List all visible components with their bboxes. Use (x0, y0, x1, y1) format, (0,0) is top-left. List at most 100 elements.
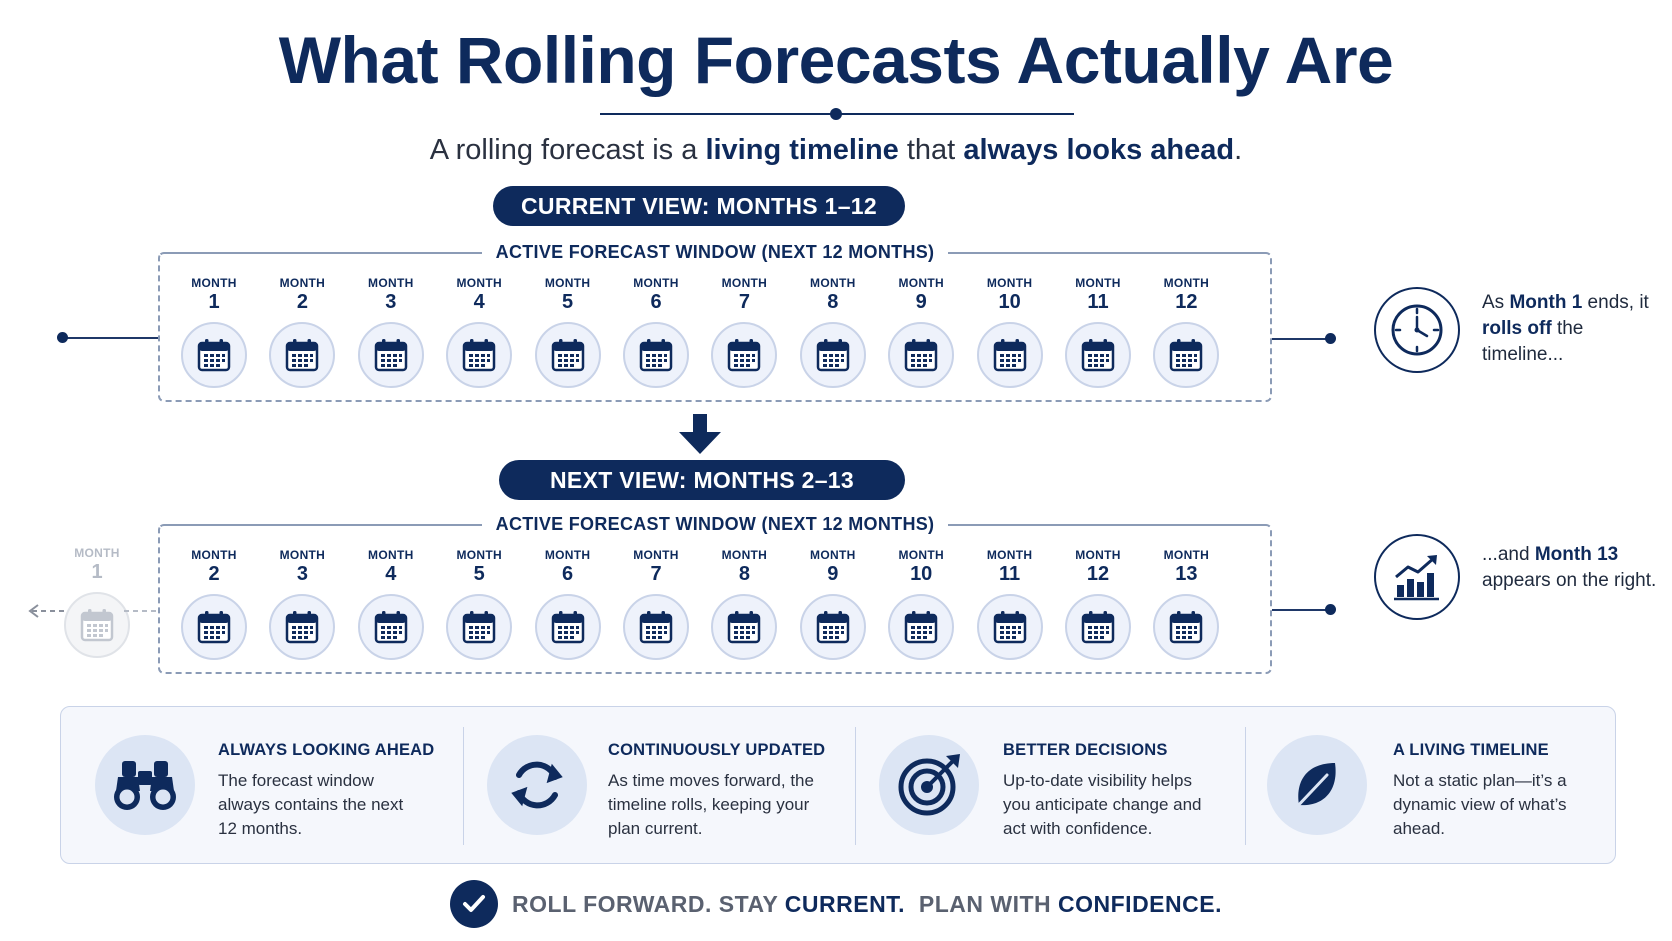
month-number: 12 (1086, 563, 1110, 585)
down-arrow-icon (679, 414, 721, 454)
calendar-badge (976, 594, 1043, 660)
title-divider-dot (830, 108, 842, 120)
checkmark-icon (450, 880, 499, 928)
current-window-label: ACTIVE FORECAST WINDOW (NEXT 12 MONTHS) (160, 242, 1270, 263)
calendar-icon (196, 609, 232, 645)
feature-description: Not a static plan—it’s a dynamic view of… (1393, 771, 1567, 838)
month-9: MONTH 9 (793, 548, 873, 660)
month-number: 13 (1175, 563, 1198, 585)
month-word: MONTH (633, 548, 679, 562)
month-word: MONTH (544, 548, 591, 562)
calendar-badge (181, 594, 247, 660)
month-5: MONTH 5 (528, 276, 608, 388)
roll-off-arrow-icon (28, 604, 158, 618)
month-word: MONTH (898, 548, 944, 562)
timeline-dot-right-top (1325, 333, 1336, 344)
feature-living-timeline: A LIVING TIMELINE Not a static plan—it’s… (1245, 707, 1617, 865)
feature-always-looking-ahead: ALWAYS LOOKING AHEAD The forecast window… (61, 707, 459, 865)
footer-text: ROLL FORWARD. STAY CURRENT. PLAN WITH CO… (512, 890, 1222, 917)
month-number: 10 (910, 563, 933, 585)
month-13-appears-note: ...and Month 13 appears on the right. (1482, 544, 1657, 591)
calendar-icon (284, 337, 320, 373)
month-4: MONTH 4 (439, 276, 519, 388)
month-word: MONTH (721, 548, 768, 562)
month-word: MONTH (1163, 548, 1210, 562)
feature-title: ALWAYS LOOKING AHEAD (218, 741, 435, 759)
month-8: MONTH 8 (704, 548, 784, 660)
month-number: 8 (738, 563, 750, 585)
feature-description: Up-to-date visibility helps you anticipa… (1003, 771, 1202, 838)
growth-chart-icon (1374, 534, 1460, 620)
next-view-pill: NEXT VIEW: MONTHS 2–13 (499, 460, 905, 500)
calendar-badge (623, 322, 689, 388)
calendar-icon (815, 337, 851, 373)
month-1: MONTH 1 (174, 276, 254, 388)
month-12: MONTH 12 (1146, 276, 1226, 388)
month-number: 7 (738, 291, 750, 313)
month-10: MONTH 10 (970, 276, 1050, 388)
calendar-badge (269, 594, 336, 660)
calendar-badge (357, 594, 424, 660)
month-number: 6 (562, 563, 574, 585)
feature-title: BETTER DECISIONS (1003, 741, 1168, 759)
calendar-badge (888, 594, 955, 660)
month-number: 1 (208, 291, 220, 313)
calendar-badge (623, 594, 689, 660)
calendar-icon (1080, 337, 1116, 373)
calendar-badge (799, 594, 866, 660)
month-number: 11 (999, 563, 1021, 585)
month-3: MONTH 3 (262, 548, 342, 660)
feature-title: A LIVING TIMELINE (1393, 741, 1549, 759)
leaf-icon (1267, 735, 1367, 835)
feature-description: As time moves forward, the timeline roll… (608, 771, 814, 838)
timeline-line-right-top (1272, 338, 1330, 340)
month-number: 4 (473, 291, 485, 313)
calendar-badge (534, 594, 601, 660)
month-word: MONTH (191, 548, 237, 562)
feature-title: CONTINUOUSLY UPDATED (608, 741, 826, 759)
timeline-line-left-top (62, 337, 158, 339)
month-word: MONTH (898, 276, 944, 290)
calendar-icon (373, 609, 409, 645)
month-word: MONTH (810, 276, 856, 290)
subtitle-emphasis-2: always looks ahead (963, 134, 1235, 166)
month-word: MONTH (544, 276, 591, 290)
calendar-icon (196, 337, 232, 373)
month-number: 3 (296, 563, 308, 585)
month-number: 4 (385, 563, 397, 585)
subtitle-text-3: . (1234, 134, 1243, 166)
month-word: MONTH (456, 548, 502, 562)
calendar-badge (1065, 322, 1131, 388)
month-6: MONTH 6 (616, 276, 696, 388)
month-number: 5 (473, 563, 485, 585)
month-number: 9 (915, 291, 927, 313)
calendar-icon (903, 609, 939, 645)
month-word: MONTH (633, 276, 679, 290)
calendar-badge (446, 322, 513, 388)
subtitle-text-2: that (898, 134, 964, 166)
month-number: 5 (562, 291, 574, 313)
calendar-icon (284, 609, 320, 645)
calendar-icon (1168, 337, 1204, 373)
current-forecast-window: ACTIVE FORECAST WINDOW (NEXT 12 MONTHS) … (158, 242, 1272, 402)
binoculars-icon (95, 735, 195, 835)
month-6: MONTH 6 (528, 548, 608, 660)
calendar-badge (711, 594, 778, 660)
month-word: MONTH (721, 276, 768, 290)
month-8: MONTH 8 (793, 276, 873, 388)
feature-continuously-updated: CONTINUOUSLY UPDATED As time moves forwa… (463, 707, 855, 865)
footer-tagline: ROLL FORWARD. STAY CURRENT. PLAN WITH CO… (0, 880, 1672, 928)
month-word: MONTH (191, 276, 237, 290)
next-window-label: ACTIVE FORECAST WINDOW (NEXT 12 MONTHS) (160, 514, 1270, 535)
month-word: MONTH (279, 276, 326, 290)
calendar-badge (1153, 322, 1220, 388)
calendar-icon (726, 609, 762, 645)
calendar-icon (461, 337, 497, 373)
month-11: MONTH 11 (970, 548, 1050, 660)
calendar-badge (888, 322, 955, 388)
calendar-badge (976, 322, 1043, 388)
month-word: MONTH (1075, 548, 1121, 562)
subtitle-text-1: A rolling forecast is a (429, 134, 706, 166)
month-7: MONTH 7 (704, 276, 784, 388)
month-number: 2 (208, 563, 220, 585)
